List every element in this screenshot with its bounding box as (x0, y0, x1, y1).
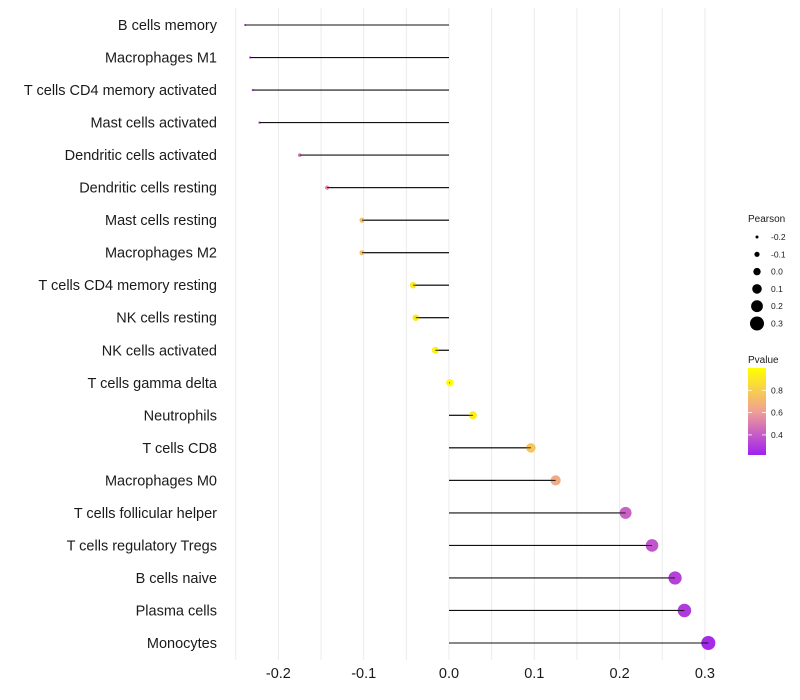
size-legend-title: Pearson (748, 214, 785, 225)
size-legend-key (754, 251, 760, 257)
colorbar (748, 368, 766, 455)
x-axis-labels: -0.2 -0.1 0.0 0.1 0.2 0.3 (266, 666, 715, 682)
size-legend-label: 0.3 (771, 319, 783, 329)
grid-layer (235, 8, 706, 660)
y-tick-label: Monocytes (147, 636, 217, 652)
x-tick-label: 0.1 (524, 666, 544, 682)
colorbar-label: 0.6 (771, 408, 783, 418)
size-legend-key (752, 284, 762, 294)
x-tick-label: -0.2 (266, 666, 291, 682)
y-tick-label: T cells gamma delta (88, 376, 218, 392)
size-legend: Pearson -0.2 -0.1 0.0 0.1 0.2 0.3 (748, 214, 786, 331)
y-tick-label: NK cells resting (116, 311, 217, 327)
size-legend-key (755, 235, 759, 239)
colorbar-label: 0.8 (771, 385, 783, 395)
size-legend-label: -0.1 (771, 249, 786, 259)
x-tick-label: 0.2 (610, 666, 630, 682)
size-legend-label: 0.2 (771, 301, 783, 311)
size-legend-label: 0.0 (771, 267, 783, 277)
y-axis-labels: B cells memory Macrophages M1 T cells CD4 … (24, 18, 218, 652)
y-tick-label: NK cells activated (102, 343, 217, 359)
size-legend-key (750, 316, 764, 331)
segment-layer (245, 24, 709, 644)
y-tick-label: Neutrophils (144, 408, 217, 424)
y-tick-label: Macrophages M2 (105, 246, 217, 262)
y-tick-label: Mast cells resting (105, 213, 217, 229)
y-tick-label: Macrophages M0 (105, 473, 217, 489)
y-tick-label: T cells CD8 (142, 441, 217, 457)
x-tick-label: 0.3 (695, 666, 715, 682)
y-tick-label: Dendritic cells activated (65, 148, 217, 164)
size-legend-label: -0.2 (771, 232, 786, 242)
y-tick-label: Mast cells activated (90, 116, 217, 132)
point-layer (244, 23, 716, 651)
x-tick-label: -0.1 (351, 666, 376, 682)
lollipop-point (526, 443, 536, 453)
y-tick-label: T cells CD4 memory resting (38, 278, 217, 294)
size-legend-key (751, 300, 763, 313)
size-legend-key (753, 267, 761, 276)
y-tick-label: T cells regulatory Tregs (67, 538, 217, 554)
y-tick-label: T cells CD4 memory activated (24, 83, 217, 99)
color-legend: Pvalue 0.4 0.6 0.8 (748, 355, 783, 455)
y-tick-label: Macrophages M1 (105, 51, 217, 67)
x-tick-label: 0.0 (439, 666, 459, 682)
y-tick-label: Dendritic cells resting (79, 181, 217, 197)
y-tick-label: Plasma cells (136, 603, 217, 619)
y-tick-label: B cells naive (136, 571, 217, 587)
color-legend-title: Pvalue (748, 355, 779, 366)
y-tick-label: B cells memory (118, 18, 218, 34)
size-legend-label: 0.1 (771, 284, 783, 294)
y-tick-label: T cells follicular helper (74, 506, 217, 522)
colorbar-label: 0.4 (771, 430, 783, 440)
